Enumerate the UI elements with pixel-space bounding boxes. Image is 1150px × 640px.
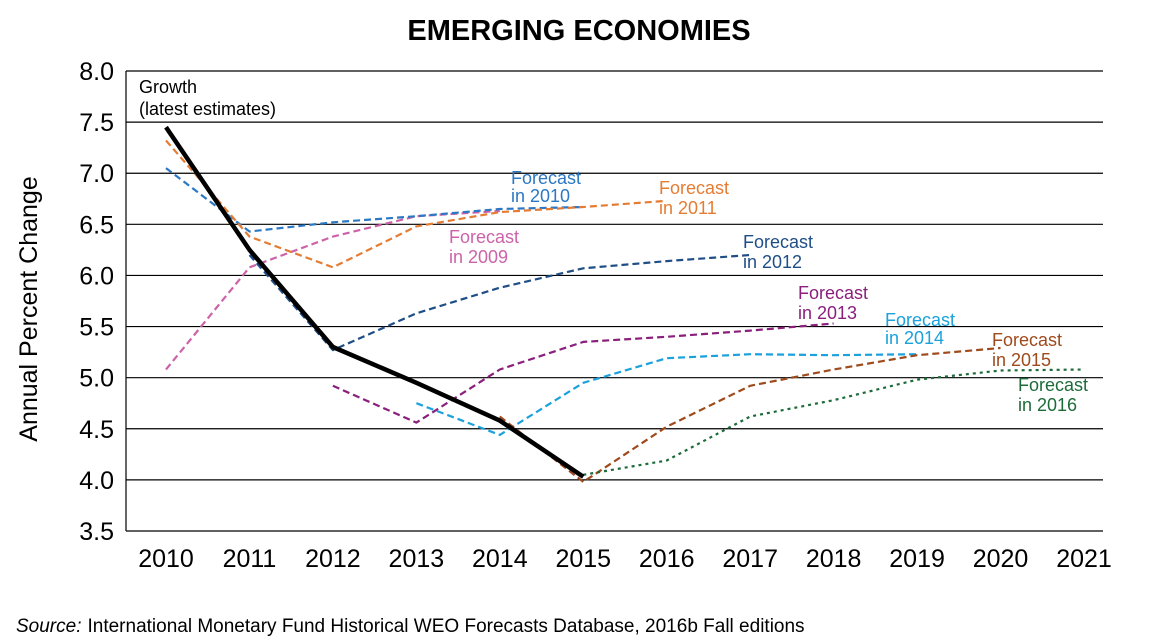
series-line-forecast-2016 bbox=[583, 368, 1085, 476]
y-tick-label: 6.0 bbox=[79, 262, 114, 290]
series-label-line: in 2010 bbox=[511, 186, 570, 206]
series-label-line: Forecast bbox=[1018, 375, 1088, 395]
series-label-line: Forecast bbox=[511, 168, 581, 188]
y-tick-label: 4.0 bbox=[79, 467, 114, 495]
y-tick-label: 5.0 bbox=[79, 365, 114, 393]
series-label-line: in 2014 bbox=[885, 328, 944, 348]
x-tick-label: 2018 bbox=[806, 545, 862, 573]
x-tick-label: 2011 bbox=[223, 545, 277, 573]
y-axis: 3.5 4.0 4.5 5.0 5.5 6.0 6.5 7.0 7.5 8.0 bbox=[79, 58, 127, 546]
source-text: International Monetary Fund Historical W… bbox=[87, 616, 804, 637]
x-tick-label: 2010 bbox=[138, 545, 194, 573]
gridlines bbox=[126, 70, 1103, 532]
series-line-forecast-2015 bbox=[499, 346, 1001, 483]
series-line-forecast-2014 bbox=[416, 353, 918, 436]
x-tick-label: 2019 bbox=[889, 545, 945, 573]
series-label-line: Forecast bbox=[885, 310, 955, 330]
series-label-line: in 2012 bbox=[743, 252, 802, 272]
x-tick-label: 2016 bbox=[639, 545, 695, 573]
series-label-line: in 2011 bbox=[659, 198, 717, 218]
series-line-forecast-2012 bbox=[248, 253, 751, 352]
series-label-line: Forecast bbox=[449, 227, 519, 247]
series-label-line: in 2009 bbox=[449, 247, 508, 267]
source-note: Source: International Monetary Fund Histo… bbox=[16, 616, 805, 637]
series-line-forecast-2011 bbox=[165, 139, 667, 269]
series-label-line: in 2013 bbox=[798, 303, 857, 323]
series-lines bbox=[164, 125, 1085, 483]
series-label-line: in 2015 bbox=[992, 350, 1051, 370]
series-label-line: Forecast bbox=[659, 178, 729, 198]
series-label-line: in 2016 bbox=[1018, 395, 1077, 415]
series-label-forecast-2011: Forecast in 2011 bbox=[659, 178, 729, 218]
y-tick-label: 7.5 bbox=[79, 109, 114, 137]
series-label-forecast-2016: Forecast in 2016 bbox=[1018, 375, 1088, 415]
series-label-forecast-2013: Forecast in 2013 bbox=[798, 283, 868, 323]
series-label-line: Forecast bbox=[798, 283, 868, 303]
x-tick-label: 2012 bbox=[305, 545, 361, 573]
x-tick-label: 2021 bbox=[1056, 545, 1112, 573]
x-tick-label: 2020 bbox=[973, 545, 1029, 573]
series-line-forecast-2013 bbox=[332, 322, 834, 424]
series-labels: Growth (latest estimates)Forecast in 2009F… bbox=[139, 77, 1088, 415]
series-label-forecast-2014: Forecast in 2014 bbox=[885, 310, 955, 348]
x-axis: 2010 2011 2012 2013 2014 2015 2016 2017 2018 2019… bbox=[138, 545, 1112, 573]
x-tick-label: 2017 bbox=[722, 545, 778, 573]
series-label-forecast-2015: Forecast in 2015 bbox=[992, 330, 1062, 370]
series-label-line: (latest estimates) bbox=[139, 99, 276, 119]
series-label-line: Forecast bbox=[992, 330, 1062, 350]
x-tick-label: 2015 bbox=[555, 545, 611, 573]
chart-title: EMERGING ECONOMIES bbox=[407, 15, 750, 47]
series-label-line: Forecast bbox=[743, 232, 813, 252]
series-label-forecast-2010: Forecast in 2010 bbox=[511, 168, 581, 206]
series-label-line: Growth bbox=[139, 77, 197, 97]
y-axis-title: Annual Percent Change bbox=[15, 176, 43, 441]
series-label-forecast-2009: Forecast in 2009 bbox=[449, 227, 519, 267]
series-label-growth: Growth (latest estimates) bbox=[139, 77, 276, 119]
y-tick-label: 8.0 bbox=[79, 58, 114, 86]
y-tick-label: 7.0 bbox=[79, 160, 114, 188]
x-tick-label: 2013 bbox=[389, 545, 445, 573]
series-label-forecast-2012: Forecast in 2012 bbox=[743, 232, 813, 272]
x-tick-label: 2014 bbox=[472, 545, 528, 573]
y-tick-label: 3.5 bbox=[79, 518, 114, 546]
y-tick-label: 6.5 bbox=[79, 211, 114, 239]
y-tick-label: 5.5 bbox=[79, 314, 114, 342]
source-label: Source: bbox=[16, 616, 81, 637]
y-tick-label: 4.5 bbox=[79, 416, 114, 444]
series-line-growth bbox=[164, 125, 585, 479]
